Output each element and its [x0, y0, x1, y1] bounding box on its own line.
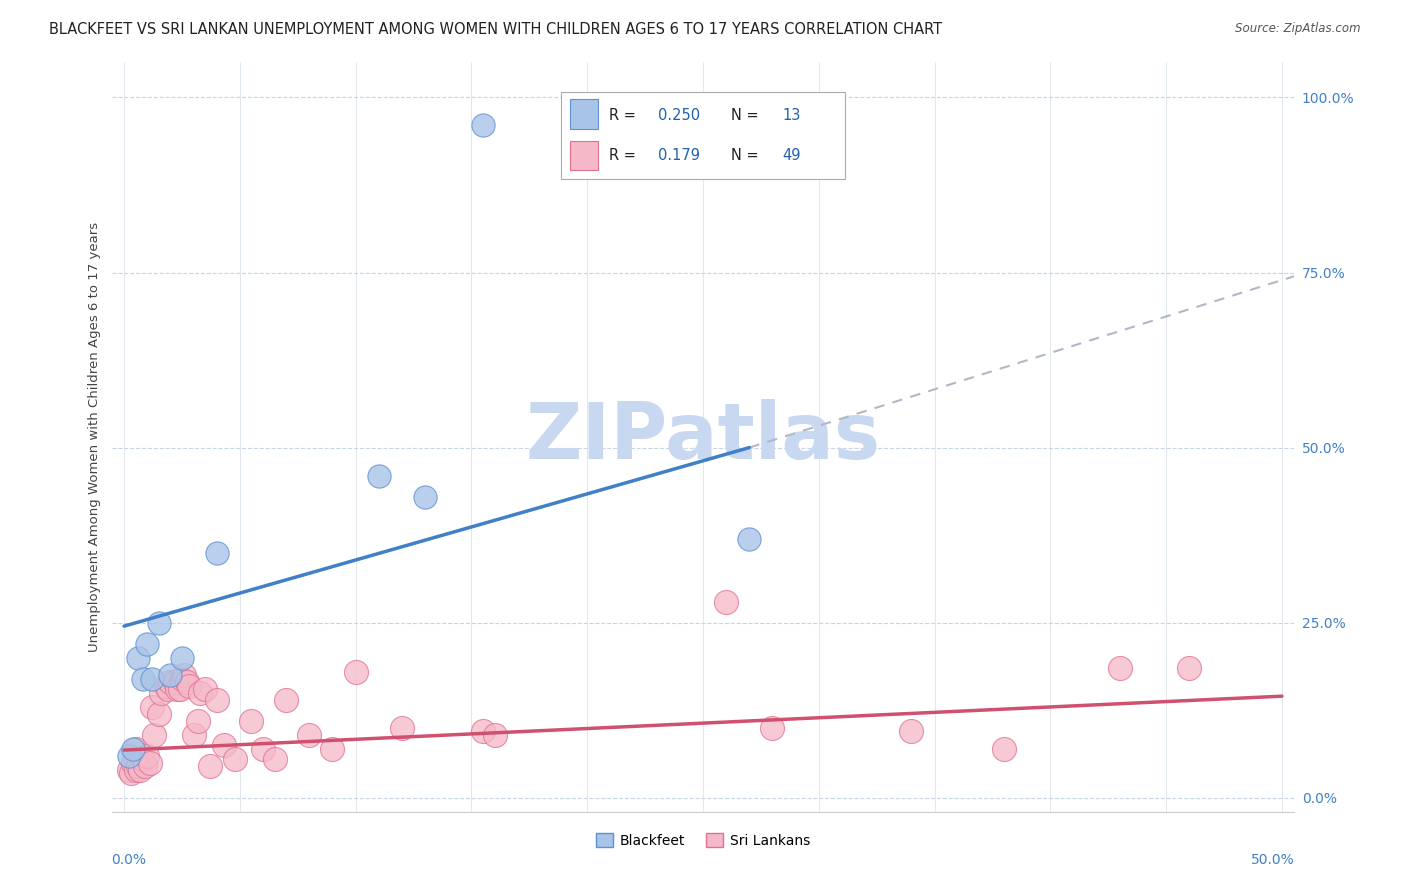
Point [472, 119, 495, 133]
Point [136, 748, 159, 763]
Point [148, 706, 170, 721]
Point [276, 692, 298, 706]
Point [714, 594, 737, 608]
Point [205, 692, 228, 706]
Point [1108, 661, 1130, 675]
Point [198, 759, 221, 773]
Point [900, 724, 922, 739]
Point [298, 728, 321, 742]
Point [224, 752, 246, 766]
Point [120, 766, 142, 780]
Point [163, 675, 186, 690]
Y-axis label: Unemployment Among Women with Children Ages 6 to 17 years: Unemployment Among Women with Children A… [89, 222, 101, 652]
Point [205, 546, 228, 560]
Text: ZIPatlas: ZIPatlas [526, 399, 880, 475]
Point [127, 650, 149, 665]
Point [472, 724, 495, 739]
Point [173, 668, 195, 682]
Point [118, 763, 141, 777]
Point [1178, 661, 1201, 675]
Point [148, 615, 170, 630]
Point [321, 741, 343, 756]
Point [252, 741, 274, 756]
Point [141, 699, 163, 714]
Point [124, 741, 146, 756]
Point [155, 679, 177, 693]
Point [124, 763, 146, 777]
Point [194, 682, 217, 697]
Point [122, 741, 145, 756]
Point [367, 468, 389, 483]
Point [738, 532, 761, 546]
Point [190, 686, 212, 700]
Point [993, 741, 1015, 756]
Point [240, 714, 263, 728]
Point [183, 728, 205, 742]
Point [159, 668, 181, 682]
Point [169, 682, 191, 697]
Point [413, 490, 436, 504]
Point [138, 756, 160, 770]
Point [159, 675, 181, 690]
Text: 50.0%: 50.0% [1251, 853, 1295, 867]
Point [141, 672, 163, 686]
Point [127, 759, 149, 773]
Point [150, 686, 173, 700]
Point [166, 682, 188, 697]
Point [170, 672, 193, 686]
Point [187, 714, 209, 728]
Point [263, 752, 285, 766]
Point [391, 721, 413, 735]
Point [484, 728, 506, 742]
Point [170, 650, 193, 665]
Point [177, 679, 200, 693]
Point [131, 672, 153, 686]
Point [157, 682, 180, 697]
Point [176, 675, 198, 690]
Text: BLACKFEET VS SRI LANKAN UNEMPLOYMENT AMONG WOMEN WITH CHILDREN AGES 6 TO 17 YEAR: BLACKFEET VS SRI LANKAN UNEMPLOYMENT AMO… [49, 22, 942, 37]
Point [344, 665, 367, 679]
Point [122, 756, 145, 770]
Text: 0.0%: 0.0% [111, 853, 146, 867]
Point [118, 748, 141, 763]
Point [212, 738, 235, 752]
Point [136, 637, 159, 651]
Point [131, 752, 153, 766]
Point [134, 759, 156, 773]
Point [761, 721, 783, 735]
Text: Source: ZipAtlas.com: Source: ZipAtlas.com [1236, 22, 1361, 36]
Point [143, 728, 166, 742]
Point [129, 763, 152, 777]
Legend: Blackfeet, Sri Lankans: Blackfeet, Sri Lankans [591, 828, 815, 854]
